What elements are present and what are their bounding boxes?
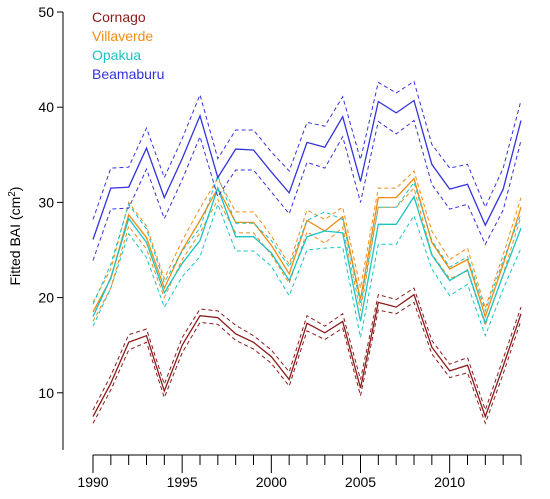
- y-tick-label-50: 50: [38, 4, 54, 20]
- y-tick-label-30: 30: [38, 194, 54, 210]
- x-axis: 1990 1995 2000 2005 2010: [77, 454, 522, 490]
- legend-item-opakua: Opakua: [92, 47, 141, 63]
- y-axis-label: Fitted BAI (cm2): [7, 187, 23, 286]
- series-villaverde-lower-ci: [92, 187, 522, 327]
- series-cornago-upper-ci: [92, 287, 522, 412]
- series-villaverde-upper-ci: [92, 170, 522, 310]
- series-beamaburu-upper-ci: [92, 80, 522, 220]
- x-tick-label-2005: 2005: [345, 474, 376, 490]
- series-beamaburu: [92, 80, 522, 261]
- series-opakua-upper-ci: [92, 174, 522, 313]
- x-tick-label-2000: 2000: [256, 474, 287, 490]
- series-cornago-line: [92, 293, 522, 419]
- series-opakua-line: [92, 186, 522, 326]
- series-villaverde: [92, 170, 522, 327]
- y-axis-label-closing: ): [7, 187, 23, 192]
- legend-item-cornago: Cornago: [92, 9, 146, 25]
- series-villaverde-line: [92, 177, 522, 319]
- series-beamaburu-lower-ci: [92, 119, 522, 261]
- y-tick-label-10: 10: [38, 385, 54, 401]
- y-axis-label-superscript: 2: [7, 191, 18, 197]
- plot-area: [92, 80, 522, 425]
- x-tick-label-1995: 1995: [167, 474, 198, 490]
- series-beamaburu-line: [92, 99, 522, 240]
- series-cornago-lower-ci: [92, 301, 522, 425]
- y-tick-label-20: 20: [38, 290, 54, 306]
- legend-item-villaverde: Villaverde: [92, 28, 153, 44]
- series-cornago: [92, 287, 522, 425]
- y-axis-label-text: Fitted BAI (cm: [7, 197, 23, 286]
- series-opakua-lower-ci: [92, 202, 522, 338]
- x-tick-label-2010: 2010: [434, 474, 465, 490]
- series-opakua: [92, 174, 522, 338]
- x-tick-label-1990: 1990: [77, 474, 108, 490]
- y-tick-label-40: 40: [38, 99, 54, 115]
- y-axis: 10 20 30 40 50: [38, 4, 64, 450]
- legend: Cornago Villaverde Opakua Beamaburu: [92, 9, 164, 82]
- legend-item-beamaburu: Beamaburu: [92, 66, 164, 82]
